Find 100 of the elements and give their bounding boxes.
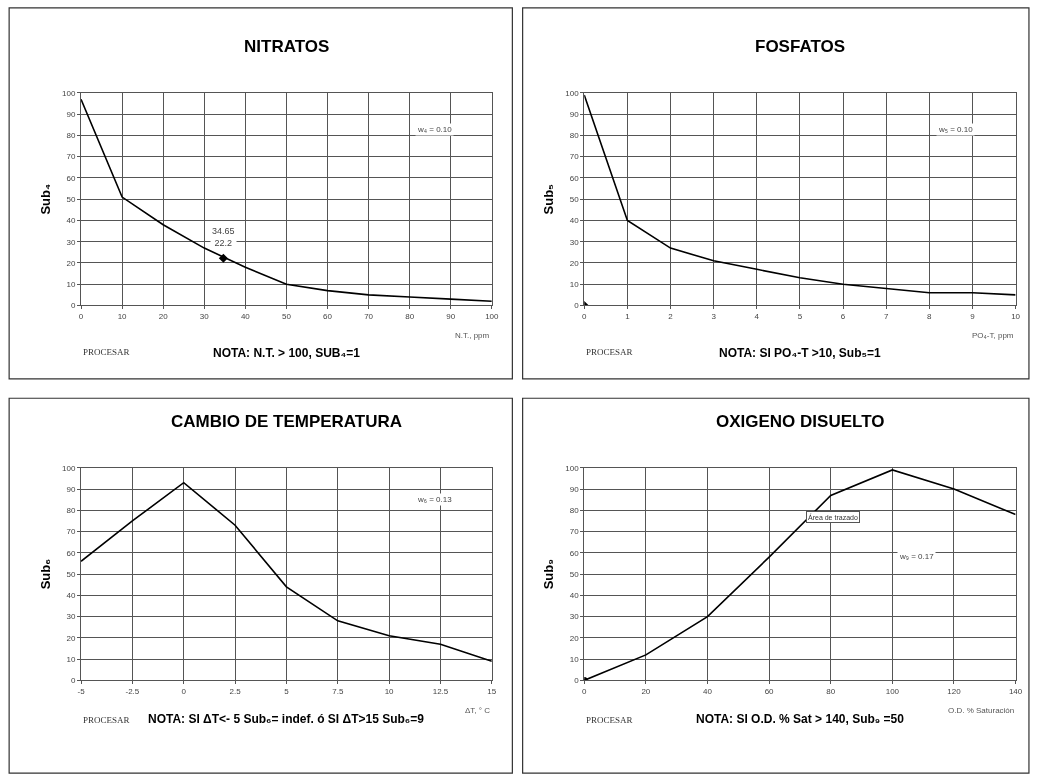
y-tick-label: 70 <box>66 527 76 537</box>
y-tick-label: 30 <box>66 237 76 247</box>
x-tick-label: 12.5 <box>432 686 449 696</box>
y-tick-label: 10 <box>66 654 76 664</box>
x-axis-title: ΔT, ° C <box>465 706 491 715</box>
y-tick-label: 10 <box>66 280 76 290</box>
y-tick-label: 90 <box>569 484 580 494</box>
text: NOTA: SI PO₄-T >10, Sub₅=1 <box>719 346 882 360</box>
x-tick-label: 60 <box>323 312 333 322</box>
y-tick-label: 20 <box>569 633 580 643</box>
text: NOTA: SI ΔT<- 5 Sub₆= indef. ó SI ΔT>15 Sub₆=9 <box>148 712 425 726</box>
x-tick-label: 50 <box>281 312 292 322</box>
y-tick-label: 70 <box>569 152 580 162</box>
annotation: w₅ = 0.10 <box>938 125 974 134</box>
x-tick-label: 0 <box>181 686 187 696</box>
y-tick-label: 100 <box>62 463 76 473</box>
x-axis-title: PO₄-T, ppm <box>972 331 1014 340</box>
x-tick-label: 0 <box>582 686 588 696</box>
text: NOTA: N.T. > 100, SUB₄=1 <box>213 346 361 360</box>
x-tick-label: 0 <box>582 312 588 322</box>
x-tick-label: 4 <box>754 312 760 322</box>
text: PROCESAR <box>586 715 633 725</box>
y-tick-label: 80 <box>66 506 76 516</box>
y-tick-label: 40 <box>569 216 580 226</box>
x-axis-title: O.D. % Saturación <box>948 706 1015 715</box>
x-tick-label: 70 <box>364 312 374 322</box>
y-tick-label: 90 <box>66 109 76 119</box>
x-tick-label: 10 <box>384 686 395 696</box>
y-tick-label: 70 <box>66 152 76 162</box>
x-tick-label: 7.5 <box>332 686 344 696</box>
x-tick-label: 8 <box>927 312 933 322</box>
y-tick-label: 30 <box>66 612 76 622</box>
y-tick-label: 0 <box>574 676 580 686</box>
annotation: w₆ = 0.13 <box>417 495 453 504</box>
y-tick-label: 60 <box>569 548 580 558</box>
y-tick-label: 20 <box>66 633 76 643</box>
x-tick-label: 3 <box>711 312 717 322</box>
text: NOTA: SI O.D. % Sat > 140, Sub₉ =50 <box>696 712 905 726</box>
x-tick-label: 0 <box>78 312 84 322</box>
x-tick-label: 6 <box>840 312 846 322</box>
chart-title: FOSFATOS <box>755 37 846 56</box>
y-tick-label: 50 <box>66 569 76 579</box>
y-tick-label: 30 <box>569 237 580 247</box>
y-tick-label: 10 <box>569 280 580 290</box>
x-tick-label: 5 <box>284 686 290 696</box>
x-tick-label: 140 <box>1008 686 1023 696</box>
annotation: w₄ = 0.10 <box>417 125 453 134</box>
y-tick-label: 40 <box>66 591 76 601</box>
y-tick-label: 100 <box>565 463 580 473</box>
x-tick-label: 20 <box>641 686 651 696</box>
y-tick-label: 80 <box>569 131 580 141</box>
y-tick-label: 20 <box>66 258 76 268</box>
annotation: 34.65 22.2 <box>212 226 235 248</box>
x-tick-label: 2.5 <box>229 686 242 696</box>
text: PROCESAR <box>83 715 130 725</box>
y-tick-label: 20 <box>569 258 580 268</box>
y-tick-label: 50 <box>569 194 580 204</box>
y-tick-label: 90 <box>569 109 580 119</box>
x-tick-label: 40 <box>240 312 251 322</box>
x-axis-title: N.T., ppm <box>455 331 490 340</box>
y-axis-title: Sub₆ <box>38 558 54 590</box>
x-tick-label: 100 <box>885 686 900 696</box>
text: PROCESAR <box>83 347 130 357</box>
x-tick-label: 10 <box>1011 312 1021 322</box>
x-tick-label: 90 <box>446 312 456 322</box>
text: PROCESAR <box>586 347 633 357</box>
x-tick-label: 9 <box>970 312 976 322</box>
y-tick-label: 60 <box>66 548 76 558</box>
x-tick-label: 60 <box>764 686 775 696</box>
y-tick-label: 0 <box>70 301 76 311</box>
annotation: w₉ = 0.17 <box>899 552 935 561</box>
x-tick-label: 30 <box>199 312 210 322</box>
x-tick-label: 100 <box>485 312 500 322</box>
y-tick-label: 80 <box>569 506 580 516</box>
y-tick-label: 90 <box>66 484 76 494</box>
y-tick-label: 70 <box>569 527 580 537</box>
chart-title: NITRATOS <box>244 37 330 56</box>
y-tick-label: 60 <box>66 173 76 183</box>
y-tick-label: 50 <box>66 194 76 204</box>
y-tick-label: 30 <box>569 612 580 622</box>
x-tick-label: -5 <box>77 686 86 696</box>
x-tick-label: 5 <box>797 312 803 322</box>
x-tick-label: 80 <box>826 686 836 696</box>
x-tick-label: 10 <box>117 312 128 322</box>
x-tick-label: -2.5 <box>125 686 140 696</box>
x-tick-label: 40 <box>703 686 713 696</box>
y-tick-label: 0 <box>574 301 580 311</box>
chart-title: CAMBIO DE TEMPERATURA <box>171 412 403 431</box>
y-tick-label: 40 <box>66 216 76 226</box>
y-tick-label: 60 <box>569 173 580 183</box>
y-tick-label: 10 <box>569 654 580 664</box>
x-tick-label: 120 <box>947 686 962 696</box>
y-axis-title: Sub₄ <box>38 183 54 215</box>
y-axis-title: Sub₅ <box>541 183 557 215</box>
y-axis-title: Sub₉ <box>541 558 557 590</box>
y-tick-label: 100 <box>62 88 76 98</box>
y-tick-label: 0 <box>70 676 76 686</box>
x-tick-label: 2 <box>668 312 674 322</box>
x-tick-label: 20 <box>158 312 169 322</box>
y-tick-label: 80 <box>66 131 76 141</box>
